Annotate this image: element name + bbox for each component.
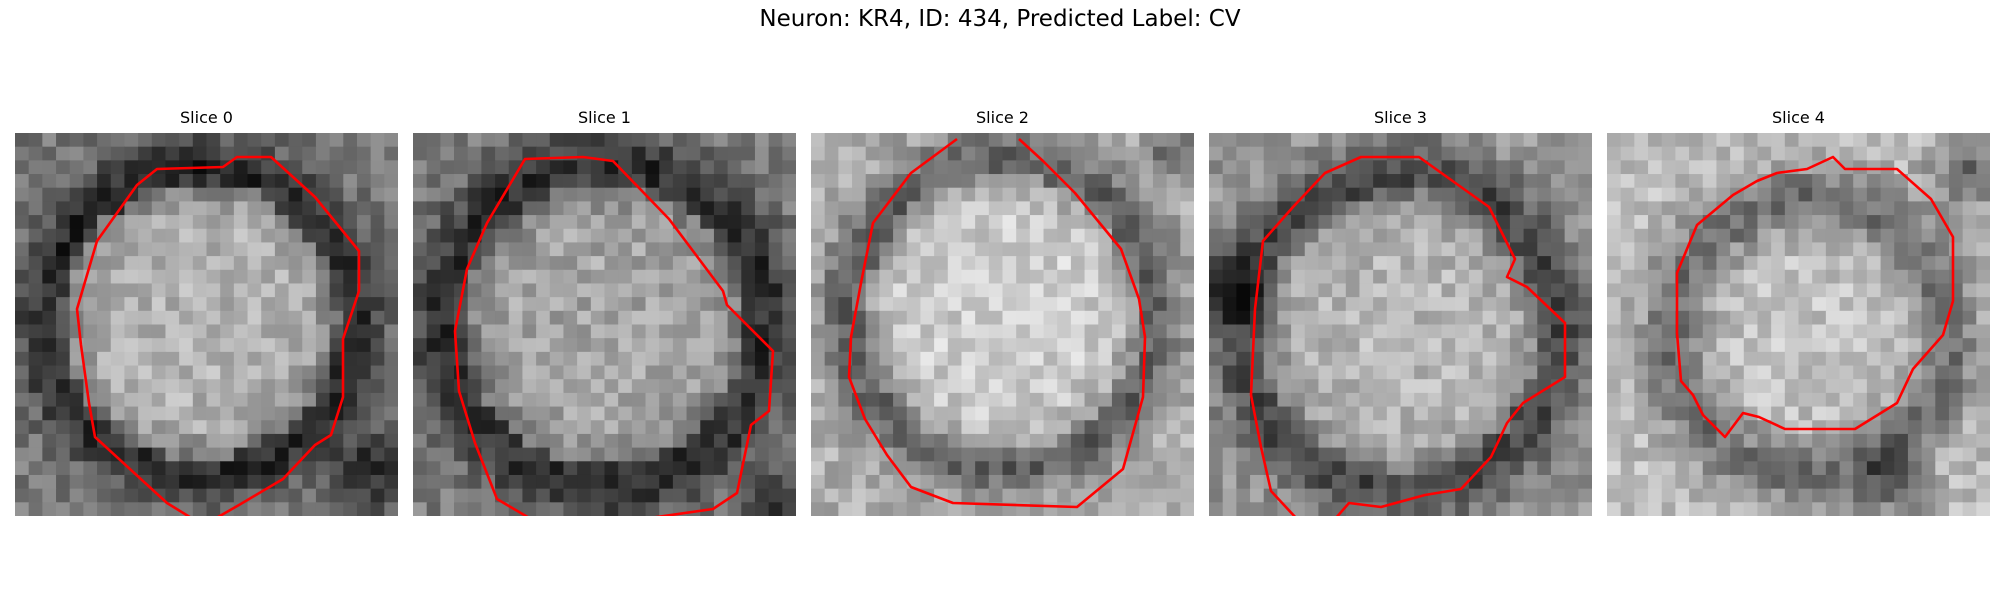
slice-image-1 xyxy=(413,133,796,516)
slice-title-4: Slice 4 xyxy=(1772,108,1825,127)
slice-image-0 xyxy=(15,133,398,516)
slice-image-0-pixels xyxy=(15,133,398,516)
slice-image-2 xyxy=(811,133,1194,516)
slice-title-3: Slice 3 xyxy=(1374,108,1427,127)
slice-title-2: Slice 2 xyxy=(976,108,1029,127)
cell-contour-0 xyxy=(75,155,361,516)
slice-title-1: Slice 1 xyxy=(578,108,631,127)
cell-contour-3 xyxy=(1249,155,1567,516)
cell-contour-2 xyxy=(847,137,1147,509)
slice-image-3 xyxy=(1209,133,1592,516)
slice-title-0: Slice 0 xyxy=(180,108,233,127)
slice-image-4 xyxy=(1607,133,1990,516)
slice-image-3-pixels xyxy=(1209,133,1592,516)
slice-image-2-pixels xyxy=(811,133,1194,516)
cell-contour-4 xyxy=(1675,155,1955,439)
slice-image-4-pixels xyxy=(1607,133,1990,516)
cell-contour-1 xyxy=(453,155,775,516)
slice-image-1-pixels xyxy=(413,133,796,516)
figure-title: Neuron: KR4, ID: 434, Predicted Label: C… xyxy=(759,6,1241,32)
